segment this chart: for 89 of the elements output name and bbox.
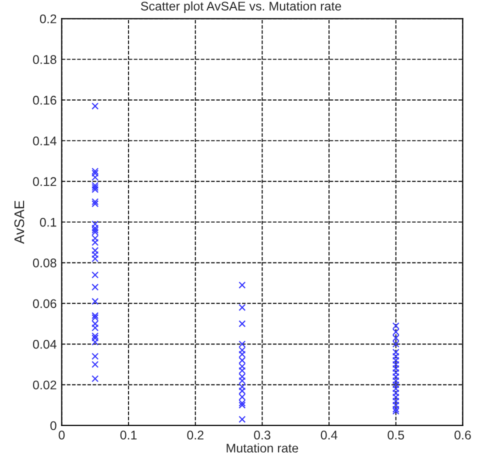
y-tick-label: 0.14 (32, 136, 56, 146)
x-tick-label: 0.1 (120, 430, 137, 440)
x-tick-label: 0.4 (320, 430, 338, 440)
point (238, 393, 246, 400)
point (392, 365, 400, 372)
point (92, 182, 99, 189)
point (238, 377, 246, 384)
point (238, 346, 246, 354)
point (392, 360, 400, 368)
point (92, 334, 99, 342)
x-tick-label: 0 (58, 430, 65, 440)
point (392, 352, 400, 360)
point (92, 375, 99, 382)
point (392, 393, 400, 400)
y-tick-label: 0.18 (32, 55, 56, 64)
point (92, 170, 99, 177)
point (238, 383, 246, 390)
point (238, 367, 246, 374)
point (238, 362, 246, 370)
point (392, 377, 400, 384)
point (92, 332, 99, 340)
point (92, 186, 99, 194)
point (92, 102, 99, 110)
point (92, 238, 99, 246)
point (92, 251, 99, 258)
point (238, 400, 246, 407)
point (92, 314, 99, 322)
point (92, 312, 99, 320)
point (238, 416, 246, 423)
y-tick-label: 0.2 (40, 14, 56, 24)
point (392, 381, 400, 388)
y-tick-label: 0.02 (32, 380, 56, 390)
point (392, 322, 400, 330)
point (392, 356, 400, 364)
point (92, 247, 99, 254)
point (92, 234, 99, 242)
x-tick-label: 0.5 (388, 430, 404, 440)
point (392, 334, 400, 342)
point (92, 298, 99, 305)
point (238, 340, 246, 348)
point (92, 324, 99, 332)
y-tick-label: 0.08 (32, 258, 56, 268)
x-tick-label: 0.2 (187, 430, 204, 440)
point (92, 228, 99, 236)
point (392, 389, 400, 396)
point (238, 282, 246, 289)
point (92, 271, 99, 278)
point (392, 402, 400, 409)
y-tick-label: 0.04 (32, 340, 56, 349)
point (238, 402, 246, 409)
point (238, 356, 246, 364)
point (392, 398, 400, 405)
point (92, 168, 99, 175)
point (238, 373, 246, 380)
point (92, 284, 99, 291)
point (92, 255, 99, 262)
point (92, 200, 99, 208)
x-axis-title: Mutation rate (226, 443, 298, 453)
point (238, 304, 246, 311)
point (92, 352, 99, 360)
point (238, 387, 246, 394)
point (392, 373, 400, 380)
y-tick-label: 0.1 (40, 218, 56, 227)
point (238, 350, 246, 358)
point (392, 340, 400, 348)
point (92, 198, 99, 206)
point (92, 174, 99, 181)
y-tick-label: 0.16 (32, 96, 56, 105)
x-tick-label: 0.6 (454, 430, 471, 440)
y-tick-label: 0.12 (32, 177, 56, 186)
point (392, 385, 400, 392)
point (92, 224, 99, 232)
y-axis-title: AvSAE (14, 200, 24, 244)
y-tick-label: 0 (50, 421, 56, 430)
y-tick-label: 0.06 (32, 299, 56, 308)
x-tick-label: 0.3 (254, 430, 270, 440)
point (392, 408, 400, 415)
chart-title: Scatter plot AvSAE vs. Mutation rate (140, 1, 342, 14)
point (92, 226, 99, 234)
point (392, 406, 400, 413)
point (92, 338, 99, 346)
point (392, 348, 400, 356)
point (392, 328, 400, 336)
point (238, 320, 246, 328)
point (92, 220, 99, 228)
point (92, 184, 99, 191)
point (92, 320, 99, 328)
point (392, 369, 400, 376)
point (92, 360, 99, 368)
